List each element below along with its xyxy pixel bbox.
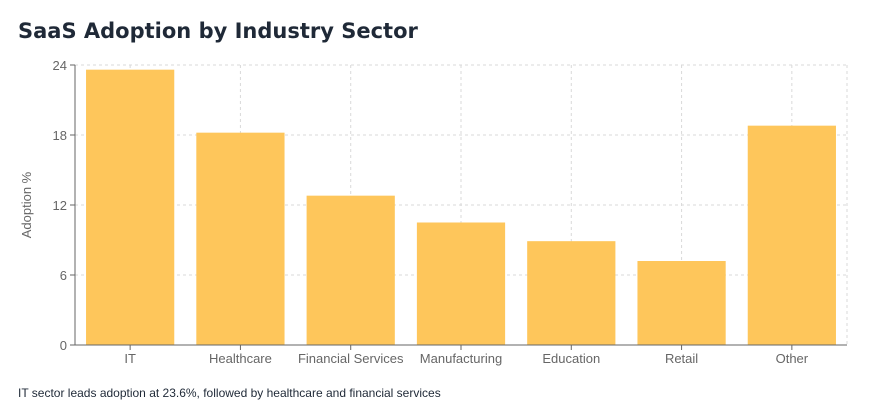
bar-it[interactable] bbox=[86, 69, 175, 346]
x-tick-label: Financial Services bbox=[298, 351, 404, 366]
axis-layer bbox=[70, 64, 847, 350]
label-layer: 0 6 12 18 24 IT Healthcare Financial Services Ma… bbox=[19, 58, 809, 366]
x-tick-label: Other bbox=[776, 351, 809, 366]
chart-caption: IT sector leads adoption at 23.6%, follo… bbox=[18, 386, 441, 400]
y-tick-label: 0 bbox=[60, 338, 67, 353]
bar-education[interactable] bbox=[527, 241, 616, 345]
chart-title: SaaS Adoption by Industry Sector bbox=[18, 19, 418, 43]
bar-manufacturing[interactable] bbox=[416, 222, 506, 346]
y-axis-label: Adoption % bbox=[19, 171, 34, 238]
y-tick-label: 6 bbox=[60, 268, 67, 283]
bar-layer bbox=[86, 69, 836, 346]
bar-retail[interactable] bbox=[637, 261, 726, 345]
y-tick-label: 12 bbox=[53, 198, 67, 213]
x-tick-label: Manufacturing bbox=[420, 351, 502, 366]
y-tick-label: 18 bbox=[53, 128, 67, 143]
bar-other[interactable] bbox=[747, 125, 836, 346]
x-tick-label: Education bbox=[542, 351, 600, 366]
bar-financial-services[interactable] bbox=[306, 195, 395, 345]
x-tick-label: IT bbox=[124, 351, 136, 366]
y-tick-label: 24 bbox=[53, 58, 67, 73]
bar-healthcare[interactable] bbox=[196, 132, 285, 345]
x-tick-label: Healthcare bbox=[209, 351, 272, 366]
x-tick-label: Retail bbox=[665, 351, 698, 366]
